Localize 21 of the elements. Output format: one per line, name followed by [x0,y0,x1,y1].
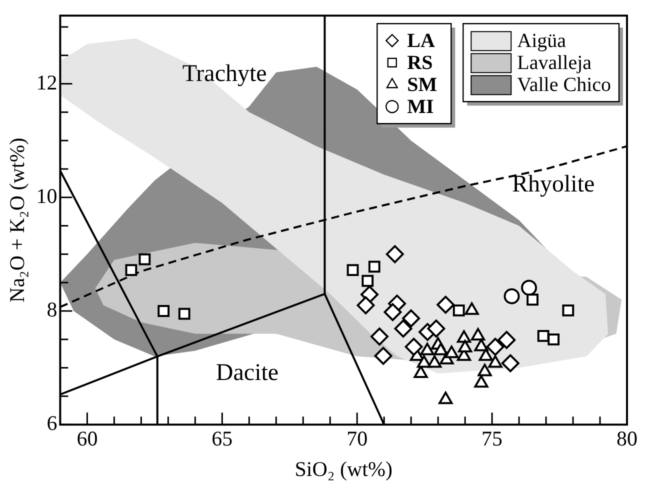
legend-label: Lavalleja [517,52,592,74]
legend-label: LA [407,30,436,52]
x-tick-label: 70 [346,426,368,451]
annotation: Dacite [216,360,279,386]
y-tick-label: 12 [36,70,58,94]
y-axis-title: Na₂O + K₂O (wt%) [5,138,30,302]
legend-label: Valle Chico [517,74,612,96]
x-tick-label: 65 [212,426,233,451]
x-tick-label: 60 [76,426,98,451]
x-axis-title: SiO₂ (wt%) [294,456,392,481]
y-tick-label: 6 [46,411,58,436]
legend-label: MI [407,96,434,118]
legend-label: RS [407,52,433,74]
x-tick-label: 80 [616,426,638,451]
annotation: Rhyolite [512,172,595,198]
y-tick-label: 10 [36,184,58,208]
legend-label: SM [407,74,438,96]
legend-label: Aigüa [517,30,566,52]
x-tick-label: 75 [482,426,503,451]
annotation: Trachyte [182,61,267,88]
y-tick-label: 8 [46,298,58,322]
